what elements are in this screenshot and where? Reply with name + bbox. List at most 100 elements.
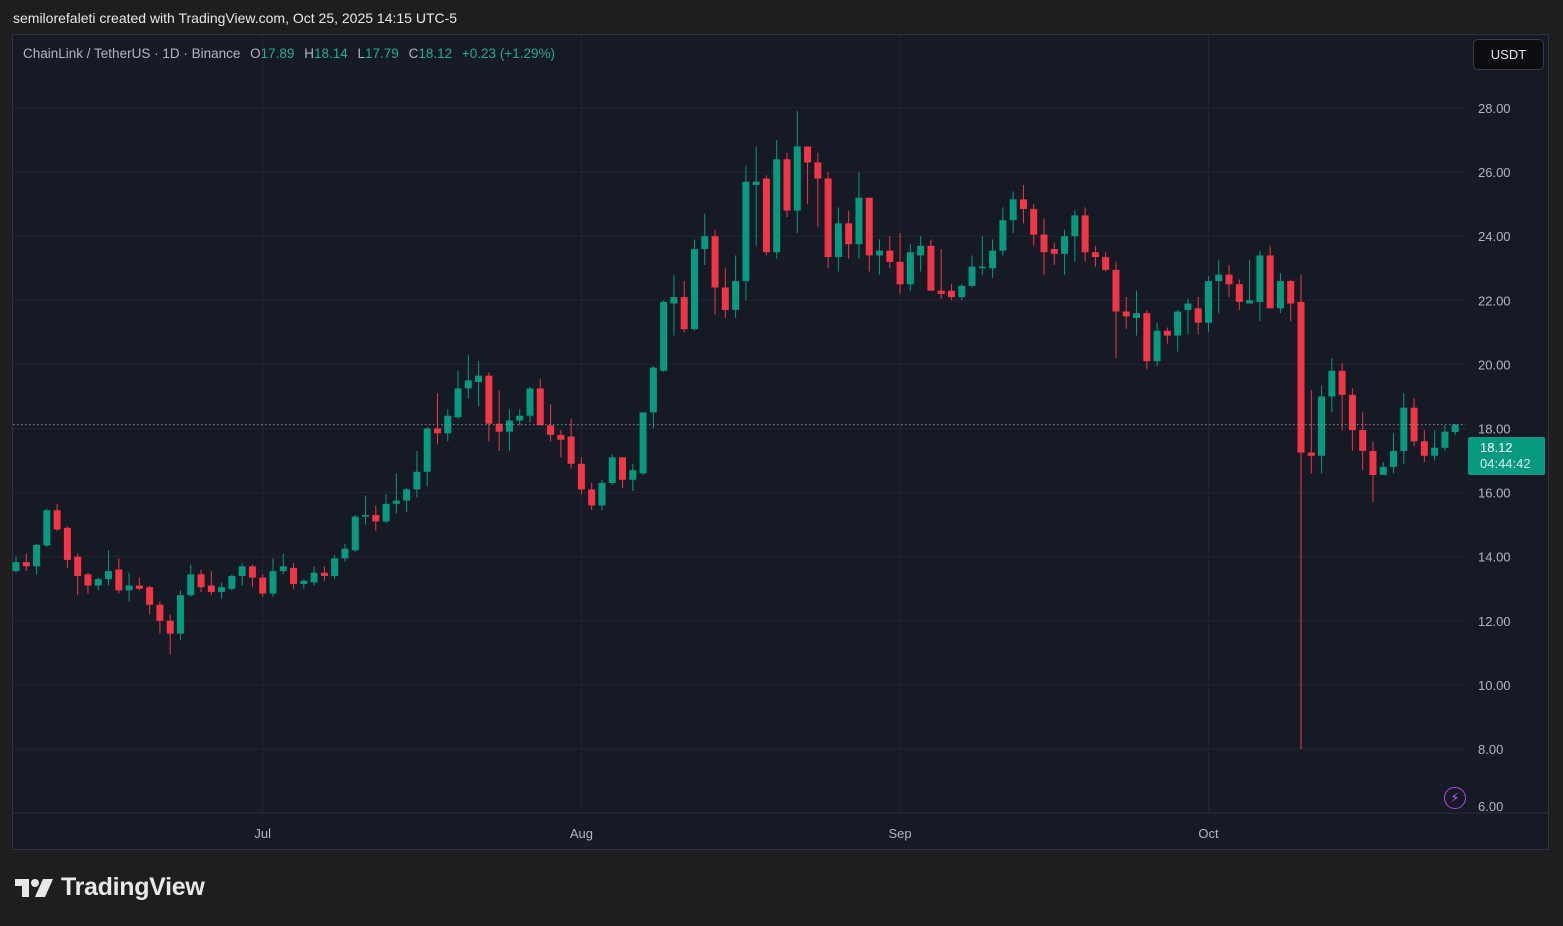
price-tick-label: 14.00 (1478, 550, 1511, 565)
candle-down (290, 563, 298, 589)
candle-up (629, 463, 637, 491)
candle-down (1225, 265, 1233, 298)
candle-down (783, 152, 791, 217)
candle-up (125, 572, 133, 602)
candle-down (1081, 207, 1089, 262)
candle-up (1379, 462, 1387, 475)
candle-body (1369, 450, 1377, 475)
candle-body (1287, 281, 1295, 304)
candle-down (1266, 245, 1274, 309)
candle-up (968, 255, 976, 288)
candle-down (1338, 362, 1346, 431)
tradingview-logo-icon (15, 878, 53, 897)
candle-body (1071, 215, 1079, 237)
last-price-value: 18.12 (1480, 440, 1513, 455)
candle-down (166, 614, 174, 655)
symbol-title[interactable]: ChainLink / TetherUS · 1D · Binance (23, 46, 241, 61)
candle-body (1451, 424, 1459, 433)
candle-body (300, 580, 308, 584)
grid (13, 35, 1466, 813)
currency-button[interactable]: USDT (1473, 39, 1544, 70)
candle-up (1215, 260, 1223, 314)
candle-body (855, 197, 863, 245)
candle-down (1359, 412, 1367, 471)
candle-up (989, 239, 997, 278)
candle-body (63, 527, 71, 560)
candle-up (1328, 357, 1336, 413)
candle-down (547, 404, 555, 442)
candle-up (1061, 229, 1069, 275)
candle-down (74, 553, 82, 596)
tradingview-logo: TradingView (15, 873, 205, 902)
candle-down (53, 503, 61, 532)
candle-body (1122, 311, 1130, 317)
lightning-icon[interactable]: ⚡︎ (1444, 787, 1466, 809)
candle-body (485, 375, 493, 424)
candle-up (608, 454, 616, 485)
candle-up (413, 450, 421, 498)
candle-body (752, 181, 760, 185)
candle-down (1307, 390, 1315, 474)
candle-down (84, 572, 92, 594)
candle-body (187, 574, 195, 596)
close-label: C (408, 46, 419, 61)
candle-up (1246, 260, 1254, 304)
candle-body (1102, 257, 1110, 270)
candle-body (331, 558, 339, 576)
candle-up (1276, 273, 1284, 314)
candle-body (619, 457, 627, 480)
high-value: 18.14 (313, 46, 348, 61)
candle-down (1194, 297, 1202, 334)
candle-up (403, 487, 411, 512)
candle-up (834, 207, 842, 272)
candle-body (886, 250, 894, 262)
candle-body (53, 510, 61, 530)
candle-body (372, 515, 380, 522)
open-value: 17.89 (260, 46, 295, 61)
candle-down (1112, 261, 1120, 358)
candle-body (629, 470, 637, 480)
candle-up (300, 579, 308, 589)
candle-down (1369, 441, 1377, 503)
candle-body (639, 412, 647, 474)
candle-up (475, 361, 483, 407)
chart-frame[interactable] (12, 34, 1549, 850)
candle-down (1091, 245, 1099, 267)
candle-up (876, 239, 884, 275)
candle-down (1143, 309, 1151, 370)
candle-body (433, 428, 441, 434)
candle-body (1400, 407, 1408, 451)
candle-body (1338, 370, 1346, 395)
candle-body (43, 510, 51, 546)
candle-up (331, 555, 339, 580)
candle-body (793, 146, 801, 211)
candle-up (598, 479, 606, 511)
candle-body (588, 489, 596, 506)
candle-down (1348, 388, 1356, 451)
candle-up (454, 370, 462, 419)
candle-body (207, 585, 215, 592)
candle-up (1204, 276, 1212, 333)
candle-down (197, 569, 205, 592)
candle-body (711, 236, 719, 288)
candle-down (146, 585, 154, 615)
candle-body (269, 571, 277, 594)
candle-body (1307, 452, 1315, 456)
candle-body (495, 423, 503, 432)
price-tick-label: 6.00 (1478, 799, 1503, 814)
candle-body (762, 178, 770, 253)
candle-up (351, 515, 359, 552)
candle-down (1420, 430, 1428, 463)
candle-body (1276, 281, 1284, 309)
candle-down (886, 236, 894, 269)
candle-body (1019, 199, 1027, 209)
candle-up (660, 300, 668, 373)
close-value: 18.12 (418, 46, 453, 61)
candle-body (341, 548, 349, 559)
candle-body (1431, 447, 1439, 456)
low-label: L (357, 46, 366, 61)
candle-body (1328, 370, 1336, 397)
candle-body (238, 566, 246, 576)
candle-down (721, 268, 729, 318)
